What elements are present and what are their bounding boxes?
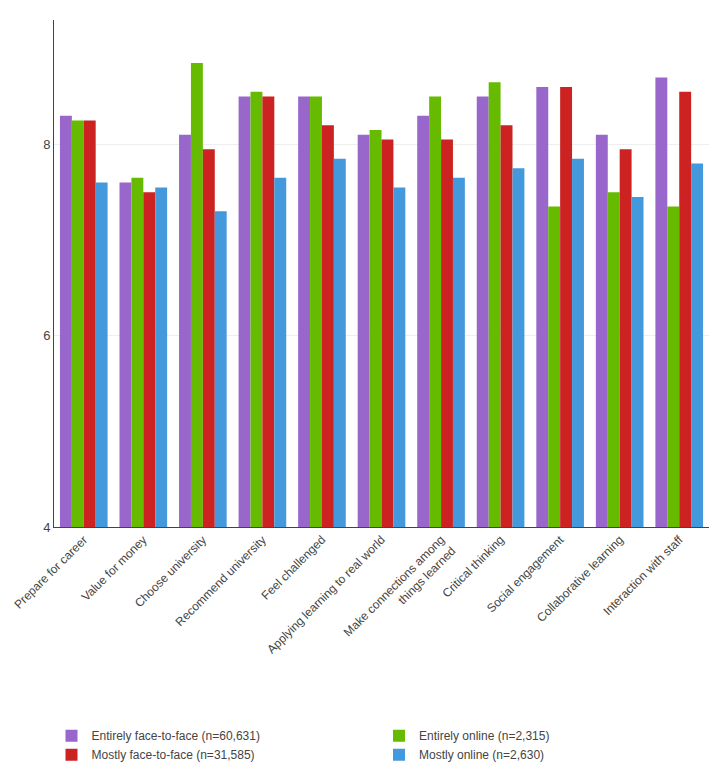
svg-text:Mostly face-to-face (n=31,585): Mostly face-to-face (n=31,585) xyxy=(92,748,255,762)
svg-text:Critical thinking: Critical thinking xyxy=(440,533,507,600)
svg-text:Entirely face-to-face (n=60,63: Entirely face-to-face (n=60,631) xyxy=(92,729,260,743)
svg-text:Choose university: Choose university xyxy=(132,533,209,610)
svg-text:Make connections amongthings l: Make connections amongthings learned xyxy=(341,533,459,651)
svg-text:Collaborative learning: Collaborative learning xyxy=(534,533,626,625)
svg-text:8: 8 xyxy=(43,137,50,152)
svg-text:Feel challenged: Feel challenged xyxy=(258,533,328,603)
svg-text:Recommend university: Recommend university xyxy=(173,533,269,629)
svg-text:4: 4 xyxy=(43,520,50,535)
svg-text:Prepare for career: Prepare for career xyxy=(11,533,90,612)
svg-text:Applying learning to real worl: Applying learning to real world xyxy=(264,533,388,657)
svg-text:6: 6 xyxy=(43,328,50,343)
svg-text:Entirely online (n=2,315): Entirely online (n=2,315) xyxy=(419,729,549,743)
svg-text:Mostly online (n=2,630): Mostly online (n=2,630) xyxy=(419,748,544,762)
svg-text:Interaction with staff: Interaction with staff xyxy=(600,532,686,618)
svg-text:Value for money: Value for money xyxy=(79,533,150,604)
svg-text:Social engagement: Social engagement xyxy=(484,532,567,615)
